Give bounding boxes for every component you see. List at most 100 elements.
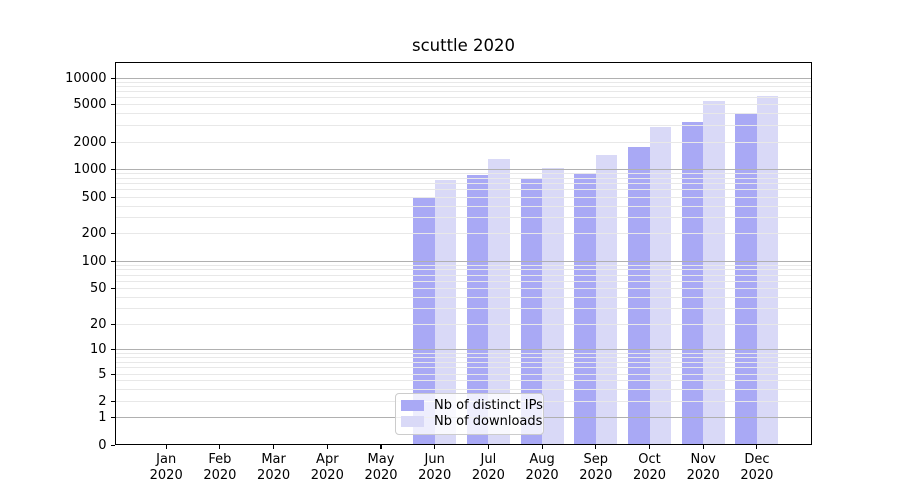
bar-distinct-ips-9 [628, 147, 650, 445]
x-tick-label-line: 2020 [579, 467, 613, 483]
x-tick-mark-2 [273, 445, 275, 449]
x-tick-mark-6 [487, 445, 489, 449]
y-tick-label-5000: 5000 [73, 97, 107, 113]
bar-downloads-11 [756, 95, 779, 445]
gridline-minor-900 [114, 173, 812, 175]
x-tick-mark-10 [702, 445, 704, 449]
x-tick-label-line: 2020 [471, 467, 505, 483]
y-tick-mark-10 [110, 348, 115, 350]
gridline-minor-7000 [114, 91, 812, 93]
y-tick-label-2: 2 [98, 393, 107, 409]
y-tick-label-200: 200 [81, 225, 107, 241]
x-tick-label-line: Jul [480, 452, 497, 467]
bar-distinct-ips-10 [681, 122, 704, 445]
gridline-minor-90 [114, 264, 812, 266]
gridline-minor-8000 [114, 86, 812, 88]
gridline-minor-6000 [114, 97, 812, 99]
gridline-minor-9000 [114, 81, 812, 83]
x-tick-label-line: Mar [261, 452, 286, 467]
legend-item-distinct-ips: Nb of distinct IPs [401, 398, 543, 414]
x-tick-label-line: Apr [316, 452, 339, 467]
x-tick-label-line: Aug [529, 452, 555, 467]
x-tick-mark-9 [648, 445, 651, 449]
y-tick-mark-5 [110, 373, 115, 375]
y-tick-label-1: 1 [98, 410, 107, 426]
x-tick-label-8: Sep 2020 [564, 452, 628, 483]
x-tick-label-line: 2020 [632, 467, 667, 483]
gridline-minor-40 [114, 296, 812, 298]
x-tick-label-line: Jun [424, 452, 445, 467]
gridline-minor-20 [114, 324, 812, 326]
gridline-minor-9 [114, 352, 812, 354]
x-tick-label-6: Jul 2020 [456, 452, 520, 483]
x-tick-label-line: Dec [744, 452, 770, 467]
y-tick-label-5: 5 [98, 366, 107, 382]
gridline-major-10000 [114, 77, 812, 79]
bar-downloads-10 [703, 100, 725, 445]
chart-title: scuttle 2020 [411, 36, 516, 55]
x-tick-label-line: 2020 [257, 467, 291, 483]
gridline-minor-3000 [114, 124, 812, 126]
y-tick-mark-200 [110, 232, 115, 234]
gridline-minor-60 [114, 280, 812, 282]
x-tick-mark-3 [326, 445, 328, 449]
y-tick-mark-10000 [110, 77, 115, 79]
gridline-minor-4 [114, 380, 812, 382]
legend-item-downloads: Nb of downloads [401, 414, 542, 430]
y-tick-label-500: 500 [81, 189, 107, 205]
x-tick-label-1: Feb 2020 [188, 452, 252, 483]
gridline-minor-4000 [114, 113, 812, 115]
x-tick-label-line: Nov [690, 452, 716, 467]
x-tick-label-4: May 2020 [349, 452, 413, 483]
gridline-minor-80 [114, 269, 812, 271]
gridline-minor-7 [114, 361, 812, 363]
y-tick-label-0: 0 [98, 437, 107, 453]
bar-downloads-5 [434, 180, 457, 445]
x-tick-mark-8 [595, 445, 597, 449]
gridline-minor-3 [114, 388, 812, 390]
plot-area: 0 1 2 5 10 20 50 100 200 500 1000 2000 5000 10000 Jan 2… [65, 62, 812, 483]
x-tick-label-line: 2020 [364, 467, 398, 483]
legend-swatch-downloads [401, 416, 424, 427]
x-tick-label-7: Aug 2020 [510, 452, 574, 483]
legend-swatch-distinct-ips [401, 400, 424, 411]
y-tick-mark-50 [110, 287, 115, 289]
x-tick-label-line: Sep [583, 452, 609, 467]
y-tick-mark-5000 [110, 104, 115, 106]
x-tick-mark-0 [165, 445, 167, 449]
gridline-major-100 [114, 260, 812, 262]
x-tick-mark-7 [541, 445, 543, 449]
x-tick-label-line: 2020 [203, 467, 237, 483]
x-tick-label-9: Oct 2020 [618, 452, 682, 483]
x-tick-label-line: May [367, 452, 395, 467]
x-tick-label-line: Feb [208, 452, 232, 467]
bar-downloads-6 [488, 159, 510, 445]
bar-distinct-ips-5 [413, 196, 435, 445]
y-tick-label-20: 20 [89, 317, 107, 333]
y-tick-label-2000: 2000 [73, 134, 107, 150]
y-tick-label-10: 10 [89, 341, 107, 357]
gridline-minor-600 [114, 189, 812, 191]
x-tick-label-2: Mar 2020 [242, 452, 306, 483]
x-tick-label-line: Oct [638, 452, 661, 467]
x-tick-mark-5 [434, 445, 436, 449]
y-tick-mark-500 [110, 196, 115, 198]
x-tick-label-5: Jun 2020 [403, 452, 467, 483]
y-tick-mark-2000 [110, 141, 115, 143]
bar-distinct-ips-11 [735, 113, 757, 445]
gridline-minor-200 [114, 232, 812, 234]
gridline-minor-700 [114, 183, 812, 185]
y-tick-mark-0 [110, 444, 115, 446]
y-tick-mark-2 [110, 400, 115, 402]
y-tick-mark-20 [110, 324, 115, 326]
x-tick-label-line: 2020 [686, 467, 720, 483]
x-tick-mark-11 [756, 445, 758, 449]
x-tick-mark-4 [380, 445, 382, 449]
gridline-minor-50 [114, 287, 812, 289]
gridline-major-10 [114, 348, 812, 350]
gridline-minor-800 [114, 177, 812, 179]
gridline-minor-5000 [114, 104, 812, 106]
x-tick-mark-1 [219, 445, 221, 449]
x-tick-label-11: Dec 2020 [725, 452, 789, 483]
